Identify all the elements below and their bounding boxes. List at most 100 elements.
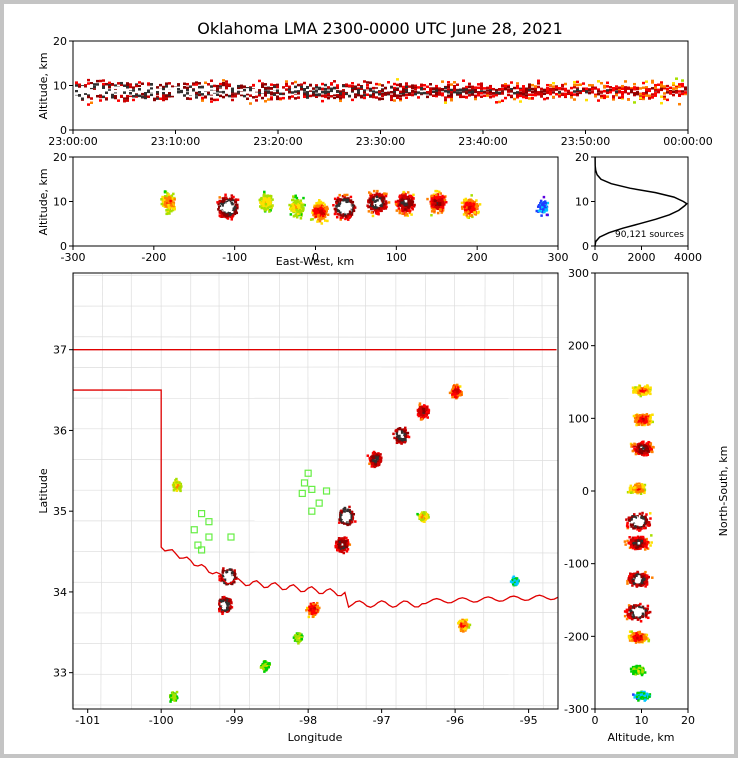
- time-height-source-cell: [312, 94, 315, 97]
- east-west-source-cell: [383, 202, 386, 206]
- time-height-source-cell: [87, 103, 90, 106]
- time-height-source-cell: [90, 91, 93, 94]
- time-height-source-cell: [105, 86, 108, 90]
- time-height-source-cell: [543, 89, 546, 93]
- east-west-source-cell: [319, 214, 322, 217]
- time-height-source-cell: [672, 82, 675, 85]
- east-west-source-cell: [270, 206, 273, 210]
- east-west-source-cell: [294, 213, 298, 217]
- time-height-source-cell: [78, 87, 81, 90]
- east-west-source-cell: [470, 206, 474, 210]
- time-height-source-cell: [225, 93, 228, 97]
- time-height-source-cell: [273, 85, 276, 88]
- time-height-source-cell: [414, 86, 417, 89]
- time-height-source-cell: [495, 88, 498, 92]
- east-west-source-cell: [165, 205, 168, 208]
- time-height-source-cell: [600, 81, 603, 85]
- time-height-source-cell: [312, 92, 315, 95]
- time-height-source-cell: [78, 94, 81, 97]
- east-west-source-cell: [271, 198, 274, 201]
- east-west-source-cell: [373, 209, 377, 212]
- time-height-source-cell: [219, 90, 222, 93]
- east-west-source-cell: [406, 198, 409, 201]
- east-west-source-cell: [223, 199, 226, 202]
- time-height-source-cell: [156, 90, 159, 94]
- county-line: [72, 551, 559, 554]
- time-height-source-cell: [462, 79, 465, 82]
- east-west-source-cell: [221, 200, 225, 203]
- time-height-source-cell: [642, 86, 645, 90]
- east-west-source-cell: [163, 195, 167, 198]
- time-height-source-cell: [333, 91, 336, 95]
- time-height-source-cell: [441, 92, 444, 96]
- east-west-source-cell: [266, 206, 270, 210]
- east-west-source-cell: [475, 207, 479, 210]
- east-west-source-cell: [463, 208, 467, 212]
- time-height-source-cell: [111, 93, 114, 97]
- time-height-source-cell: [435, 92, 438, 96]
- time-height-source-cell: [654, 88, 657, 91]
- east-west-source-cell: [372, 198, 375, 202]
- time-height-source-cell: [126, 86, 129, 89]
- time-height-source-cell: [654, 92, 657, 95]
- time-height-source-cell: [273, 84, 276, 87]
- time-height-source-cell: [153, 98, 156, 102]
- time-height-source-cell: [615, 87, 618, 91]
- east-west-source-cell: [292, 215, 296, 218]
- east-west-source-cell: [324, 212, 328, 216]
- time-height-source-cell: [276, 83, 279, 87]
- time-height-source-cell: [432, 94, 435, 97]
- east-west-source-cell: [223, 201, 226, 204]
- time-height-source-cell: [669, 91, 672, 94]
- time-height-source-cell: [678, 93, 681, 96]
- time-height-source-cell: [531, 97, 534, 100]
- time-height-source-cell: [681, 92, 684, 96]
- east-west-source-cell: [475, 202, 479, 206]
- time-height-source-cell: [192, 89, 195, 92]
- east-west-source-cell: [350, 207, 353, 211]
- time-height-source-cell: [195, 83, 198, 86]
- time-height-source-cell: [429, 83, 432, 86]
- time-height-source-cell: [96, 87, 99, 90]
- east-west-source-cell: [260, 202, 263, 205]
- time-height-source-cell: [597, 80, 600, 83]
- time-height-source-cell: [651, 87, 654, 90]
- east-west-source-cell: [539, 201, 542, 205]
- time-height-source-cell: [573, 80, 576, 84]
- east-west-source-cell: [302, 196, 305, 200]
- plan-view-source-cell: [221, 605, 225, 608]
- east-west-source-cell: [227, 205, 231, 208]
- time-height-source-cell: [372, 95, 375, 99]
- east-west-source-cell: [430, 213, 433, 217]
- time-height-source-cell: [582, 88, 585, 91]
- time-height-source-cell: [489, 88, 492, 91]
- east-west-source-cell: [385, 202, 388, 205]
- time-height-source-cell: [246, 88, 249, 91]
- plan-view-source-cell: [218, 609, 221, 613]
- plan-view-source-cell: [225, 570, 228, 574]
- time-height-source-cell: [150, 87, 153, 90]
- east-west-source-cell: [336, 212, 339, 216]
- time-height-source-cell: [264, 91, 267, 95]
- east-west-source-cell: [230, 212, 234, 216]
- east-west-source-cell: [430, 199, 434, 202]
- time-height-source-cell: [396, 96, 399, 100]
- plan-view-source-cell: [345, 521, 348, 524]
- time-height-source-cell: [114, 93, 117, 97]
- time-height-source-cell: [486, 86, 489, 90]
- east-west-source-cell: [269, 201, 272, 204]
- plan-view-source-cell: [338, 518, 341, 521]
- time-height-source-cell: [219, 88, 222, 92]
- time-height-source-cell: [240, 93, 243, 97]
- time-height-source-cell: [324, 91, 327, 95]
- east-west-source-cell: [380, 195, 384, 199]
- time-height-source-cell: [645, 88, 648, 92]
- time-height-source-cell: [492, 95, 495, 98]
- time-height-source-cell: [450, 83, 453, 86]
- east-west-source-cell: [394, 200, 398, 204]
- east-west-source-cell: [315, 210, 319, 213]
- time-height-source-cell: [261, 96, 264, 100]
- time-height-source-cell: [276, 89, 279, 92]
- east-west-source-cell: [236, 198, 240, 202]
- east-west-source-cell: [295, 208, 298, 212]
